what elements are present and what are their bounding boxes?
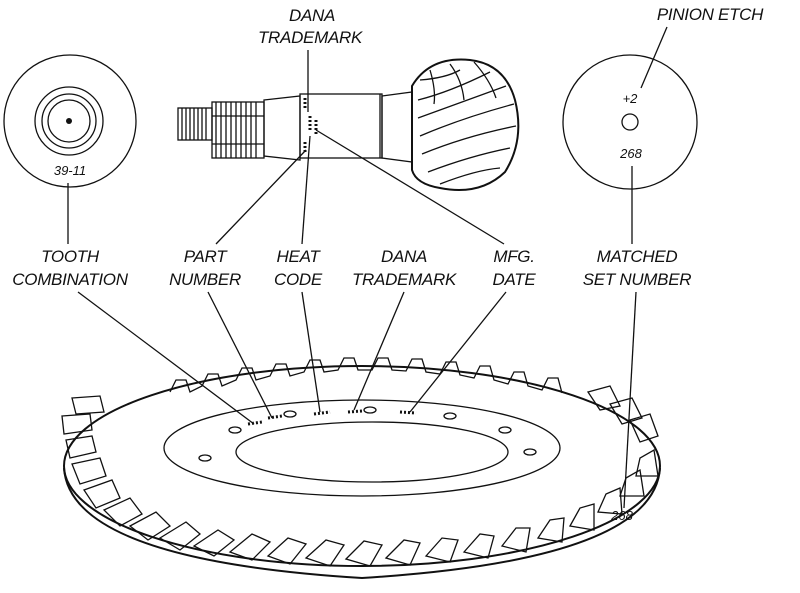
label-matched-set-2: SET NUMBER	[583, 270, 691, 289]
label-mfg-date-2: DATE	[493, 270, 537, 289]
leader-heat-code-down	[301, 291, 321, 413]
label-dana-trademark-2: TRADEMARK	[352, 270, 457, 289]
pinion-stamp-marks	[303, 98, 318, 154]
leader-part-number-down	[207, 291, 273, 419]
pinion-set-number: 268	[619, 146, 642, 161]
ring-gear-set-number: 268	[610, 508, 633, 523]
pinion-face-ring-2	[41, 93, 97, 149]
leader-mfg-date-up	[315, 129, 505, 245]
pinion-face-ring-3	[47, 99, 91, 143]
pinion-side-view	[177, 58, 520, 191]
pinion-face-ring-1	[34, 86, 104, 156]
labels: DANA TRADEMARK PINION ETCH TOOTH COMBINA…	[12, 5, 764, 289]
label-part-number-2: NUMBER	[169, 270, 241, 289]
pinion-spline-lines	[212, 102, 264, 158]
pinion-etch-value: +2	[623, 91, 639, 106]
pinion-shaft-taper	[263, 95, 301, 161]
pinion-gear-head	[411, 58, 520, 191]
pinion-end-view-right: +2 268	[562, 54, 698, 190]
ring-gear-stamp-marks	[247, 409, 417, 426]
pinion-end-view-left: 39-11	[3, 54, 137, 188]
leader-tooth-combo-down	[77, 291, 255, 425]
label-heat-code-1: HEAT	[277, 247, 322, 266]
label-part-number-1: PART	[184, 247, 228, 266]
ring-gear-outer-edge	[63, 365, 661, 567]
label-tooth-combination-2: COMBINATION	[12, 270, 128, 289]
pinion-face-center	[66, 118, 72, 124]
ring-gear-bore	[235, 421, 509, 483]
label-matched-set-1: MATCHED	[597, 247, 678, 266]
leader-heat-code-up	[301, 135, 311, 245]
leader-matched-set-down	[623, 291, 637, 509]
pinion-teeth	[417, 61, 517, 185]
leader-part-number-up	[215, 149, 307, 245]
label-mfg-date-1: MFG.	[493, 247, 534, 266]
label-heat-code-2: CODE	[274, 270, 323, 289]
ring-gear-lower-edge	[63, 467, 661, 580]
leader-pinion-etch	[640, 26, 668, 89]
pinion-head-taper	[381, 91, 413, 163]
ring-gear-teeth-front	[61, 385, 659, 567]
label-dana-trademark-top-1: DANA	[289, 6, 335, 25]
ring-gear: 268	[61, 357, 661, 580]
pinion-face-outer-right	[562, 54, 698, 190]
ring-gear-bolt-holes	[198, 406, 537, 462]
pinion-threaded-end	[177, 107, 213, 141]
pinion-center-hole	[621, 113, 639, 131]
pinion-shaft-body	[299, 93, 383, 159]
ring-gear-teeth-back	[169, 357, 563, 394]
leader-mfg-date-down	[409, 291, 507, 413]
label-dana-trademark-1: DANA	[381, 247, 427, 266]
tooth-ratio-marking: 39-11	[54, 163, 86, 178]
pinion-face-outer	[3, 54, 137, 188]
ring-gear-face	[163, 399, 561, 497]
pinion-thread-lines	[181, 108, 207, 140]
leader-dana-trademark-down	[353, 291, 405, 411]
label-pinion-etch: PINION ETCH	[657, 5, 764, 24]
label-tooth-combination-1: TOOTH	[41, 247, 100, 266]
leader-lines	[67, 26, 668, 509]
label-dana-trademark-top-2: TRADEMARK	[258, 28, 363, 47]
